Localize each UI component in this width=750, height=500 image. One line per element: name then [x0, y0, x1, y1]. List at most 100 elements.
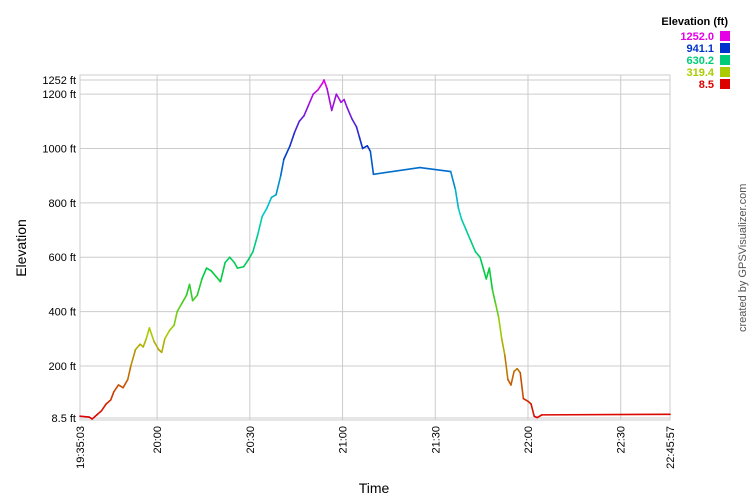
elevation-segment: [470, 240, 477, 253]
elevation-segment: [176, 302, 183, 313]
legend-title: Elevation (ft): [661, 16, 728, 28]
elevation-segment: [312, 89, 319, 95]
x-axis-ticks: 19:35:03 20:00 20:30 21:00 21:30 22:00 22:30 22…: [75, 426, 677, 469]
elevation-segment: [454, 188, 460, 210]
elevation-segment: [372, 166, 421, 176]
elevation-segment: [242, 259, 250, 268]
elevation-segment: [326, 87, 333, 112]
elevation-segment: [134, 343, 141, 351]
legend-value: 941.1: [686, 43, 714, 55]
legend-value: 630.2: [686, 55, 714, 67]
elevation-segment: [79, 415, 90, 418]
elevation-segment: [105, 399, 112, 405]
elevation-segment: [210, 270, 217, 278]
elevation-segment: [355, 125, 361, 139]
elevation-segment: [91, 414, 98, 420]
elevation-segment: [247, 250, 254, 261]
elevation-segment: [279, 158, 285, 177]
elevation-segment: [500, 337, 506, 356]
y-tick-label: 800 ft: [48, 198, 76, 210]
elevation-segment: [479, 256, 484, 269]
x-tick-label: 20:30: [245, 426, 257, 454]
y-tick-label: 600 ft: [48, 252, 76, 264]
legend-swatch: [720, 55, 730, 65]
legend-swatch: [720, 79, 730, 89]
legend-swatch: [720, 43, 730, 53]
x-tick-label: 20:00: [152, 426, 164, 454]
elevation-segment: [113, 384, 120, 393]
elevation-segment: [266, 196, 273, 210]
elevation-segment: [330, 93, 338, 112]
y-tick-label: 400 ft: [48, 307, 76, 319]
elevation-segment: [188, 283, 194, 302]
x-tick-label: 22:45:57: [665, 426, 677, 469]
x-tick-label: 21:00: [338, 426, 350, 454]
elevation-segment: [457, 207, 463, 220]
elevation-segment: [233, 261, 239, 269]
elevation-segment: [419, 166, 452, 173]
grid-lines: [79, 75, 671, 420]
y-tick-label: 1000 ft: [42, 143, 76, 155]
y-tick-label: 1200 ft: [42, 89, 76, 101]
elevation-segment: [522, 397, 529, 403]
elevation-segment: [252, 234, 259, 253]
elevation-segment: [335, 93, 342, 104]
elevation-segment: [160, 337, 166, 354]
y-tick-label: 1252 ft: [42, 75, 76, 87]
elevation-segment: [100, 403, 107, 412]
elevation-segment: [164, 329, 171, 340]
plot-area: [79, 74, 671, 421]
elevation-segment: [298, 115, 305, 123]
elevation-segment: [516, 367, 522, 374]
elevation-segment: [491, 289, 497, 305]
elevation-segment: [168, 324, 175, 332]
elevation-segment: [145, 327, 151, 340]
elevation-segment: [185, 283, 191, 297]
credit-text: created by GPSVisualizer.com: [737, 184, 749, 332]
legend-value: 8.5: [699, 79, 714, 91]
elevation-segment: [270, 193, 277, 199]
elevation-segment: [142, 337, 148, 348]
legend-value: 1252.0: [680, 31, 714, 43]
elevation-segment: [153, 340, 160, 351]
elevation-segment: [510, 370, 515, 386]
elevation-segment: [283, 144, 291, 161]
elevation-segment: [148, 327, 155, 343]
elevation-segment: [122, 378, 129, 389]
elevation-segment: [488, 267, 494, 291]
elevation-segment: [366, 144, 372, 153]
elevation-segment: [504, 354, 509, 381]
y-axis-ticks: 8.5 ft 200 ft 400 ft 600 ft 800 ft 1000 ft 120…: [42, 75, 76, 425]
elevation-segment: [482, 267, 488, 280]
elevation-segment: [196, 278, 203, 297]
elevation-segment: [117, 384, 124, 389]
elevation-segment: [317, 82, 324, 91]
elevation-segment: [289, 131, 296, 147]
elevation-segment: [465, 229, 472, 242]
elevation-segment: [536, 414, 543, 419]
elevation-segment: [323, 79, 328, 90]
legend-value: 319.4: [686, 67, 714, 79]
elevation-segment: [346, 106, 353, 120]
elevation-segment: [201, 267, 208, 280]
elevation-segment: [307, 93, 314, 106]
legend-swatch: [720, 67, 730, 77]
y-tick-label: 8.5 ft: [52, 413, 76, 425]
elevation-segment: [261, 207, 268, 218]
x-axis-title: Time: [359, 480, 390, 496]
elevation-segment: [497, 316, 503, 340]
elevation-segment: [275, 174, 282, 196]
elevation-segment: [228, 256, 236, 264]
elevation-segment: [293, 120, 301, 133]
x-tick-label: 21:30: [430, 426, 442, 454]
elevation-segment: [256, 215, 263, 237]
elevation-segment: [358, 136, 364, 150]
elevation-segment: [449, 170, 457, 191]
y-tick-label: 200 ft: [48, 361, 76, 373]
y-axis-title: Elevation: [13, 219, 29, 277]
x-tick-label: 22:00: [523, 426, 535, 454]
elevation-segment: [343, 98, 348, 109]
elevation-segment: [369, 150, 375, 176]
